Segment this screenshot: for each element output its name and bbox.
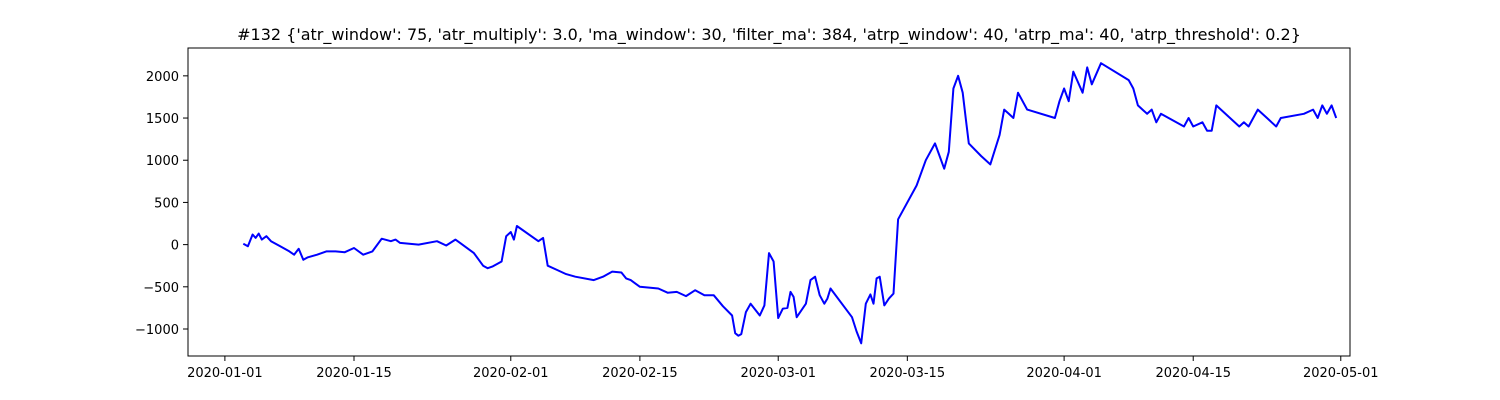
x-tick-label: 2020-02-15 [602, 366, 678, 381]
x-tick-label: 2020-02-01 [473, 366, 549, 381]
y-tick-label: 1000 [146, 154, 179, 169]
y-tick-label: 1500 [146, 112, 179, 127]
x-tick-label: 2020-01-01 [187, 366, 263, 381]
x-tick-label: 2020-01-15 [316, 366, 392, 381]
x-axis: 2020-01-01 2020-01-15 2020-02-01 2020-02-15… [187, 356, 1379, 381]
y-axis: −1000 −500 0 500 1000 1500 2000 [135, 70, 188, 338]
x-tick-label: 2020-04-15 [1155, 366, 1231, 381]
y-tick-label: 0 [171, 239, 179, 254]
series-line-equity [242, 62, 1338, 345]
x-tick-label: 2020-04-01 [1026, 366, 1102, 381]
y-tick-label: 2000 [146, 70, 179, 85]
y-tick-label: −1000 [135, 323, 179, 338]
chart-title: #132 {'atr_window': 75, 'atr_multiply': … [237, 25, 1301, 45]
y-tick-label: 500 [154, 196, 179, 211]
x-tick-label: 2020-05-01 [1303, 366, 1379, 381]
x-tick-label: 2020-03-15 [870, 366, 946, 381]
x-tick-label: 2020-03-01 [740, 366, 816, 381]
plot-frame [187, 47, 1351, 357]
y-tick-label: −500 [143, 281, 179, 296]
